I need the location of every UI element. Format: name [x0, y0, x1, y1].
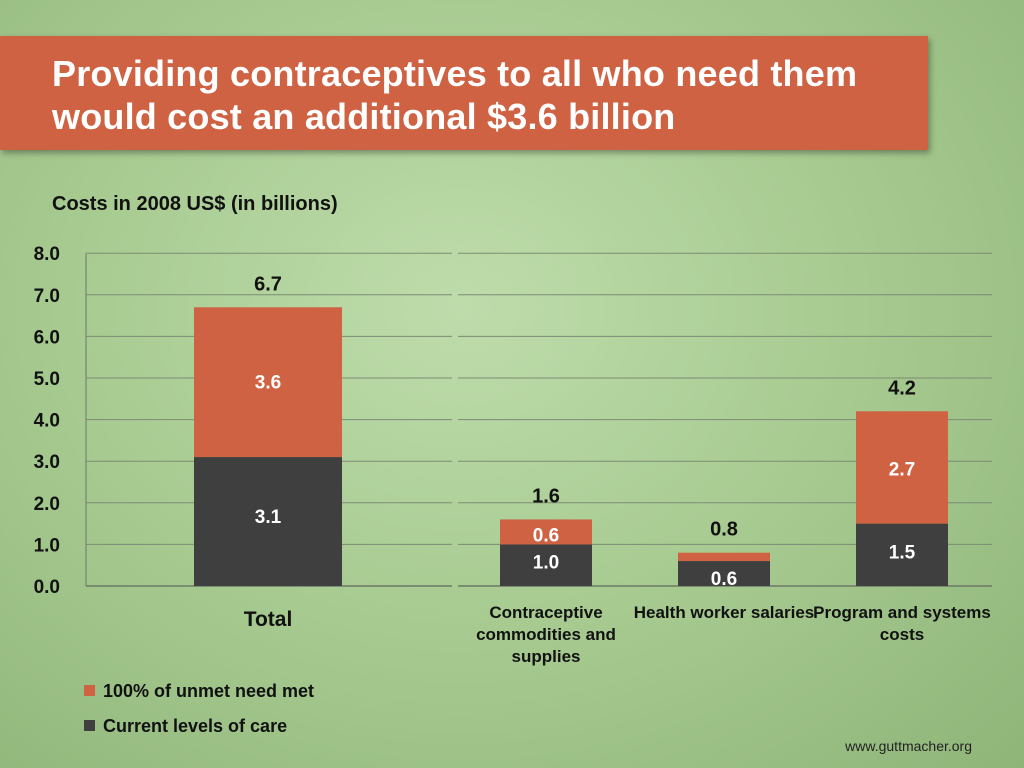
data-label-current-1: 1.0	[533, 552, 559, 573]
y-tick-label: 8.0	[34, 244, 60, 265]
y-tick-label: 1.0	[34, 535, 60, 556]
data-label-unmet-3: 2.7	[889, 459, 915, 480]
category-label-commodities: Contraceptive commodities and supplies	[476, 603, 616, 666]
category-label-salaries: Health worker salaries	[633, 603, 815, 622]
total-label-0: 6.7	[254, 273, 282, 295]
y-tick-label: 5.0	[34, 369, 60, 390]
data-label-unmet-0: 3.6	[255, 372, 281, 393]
bar-current-3	[856, 523, 948, 586]
title-banner	[0, 36, 928, 150]
y-tick-label: 2.0	[34, 494, 60, 515]
legend-label-current: Current levels of care	[103, 716, 288, 736]
bar-current-1	[500, 544, 592, 586]
legend-swatch-unmet	[84, 685, 95, 696]
total-label-3: 4.2	[888, 377, 916, 399]
category-label-program: Program and systems costs	[813, 603, 991, 644]
legend-label-unmet: 100% of unmet need met	[103, 681, 315, 701]
legend-item-unmet: 100% of unmet need met	[84, 681, 314, 702]
bar-current-0	[194, 457, 342, 586]
page-title: Providing contraceptives to all who need…	[52, 53, 858, 137]
bar-unmet-2	[678, 552, 770, 562]
data-label-current-0: 3.1	[255, 507, 282, 528]
bar-unmet-0	[194, 307, 342, 458]
legend-item-current: Current levels of care	[84, 716, 287, 737]
bar-current-2	[678, 561, 770, 586]
total-label-2: 0.8	[710, 519, 738, 541]
data-label-unmet-1: 0.6	[533, 525, 559, 546]
y-tick-label: 7.0	[34, 286, 60, 307]
footer-url: www.guttmacher.org	[845, 738, 972, 754]
y-axis-title: Costs in 2008 US$ (in billions)	[52, 193, 338, 215]
category-label-total: Total	[243, 608, 293, 631]
y-tick-label: 3.0	[34, 452, 60, 473]
bar-unmet-3	[856, 411, 948, 524]
data-label-current-2: 0.6	[711, 569, 737, 590]
y-tick-label: 0.0	[34, 577, 60, 598]
y-tick-label: 4.0	[34, 411, 60, 432]
y-tick-label: 6.0	[34, 327, 60, 348]
legend-swatch-current	[84, 720, 95, 731]
total-label-1: 1.6	[532, 485, 560, 507]
bar-unmet-1	[500, 519, 592, 545]
data-label-current-3: 1.5	[889, 543, 916, 564]
